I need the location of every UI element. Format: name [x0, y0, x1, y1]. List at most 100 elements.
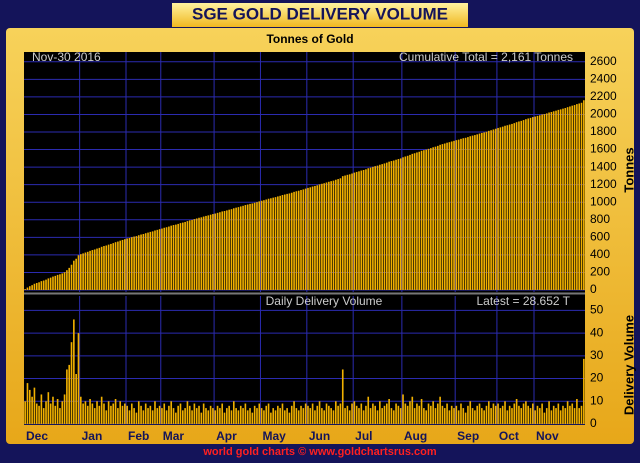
cumulative-bar [221, 211, 224, 290]
daily-bar [124, 403, 126, 424]
daily-bar [212, 408, 214, 424]
daily-bar [481, 408, 483, 424]
daily-bar [446, 403, 448, 424]
daily-bar [103, 403, 105, 424]
cumulative-bar [418, 151, 421, 290]
daily-bar [205, 408, 207, 424]
cumulative-bar [513, 123, 516, 290]
cumulative-bar [501, 126, 504, 290]
cumulative-bar [73, 260, 75, 290]
cumulative-bar [165, 227, 168, 290]
cumulative-bar [230, 209, 233, 290]
cumulative-bar [457, 139, 460, 290]
daily-bar [469, 401, 472, 424]
cumulative-bar [548, 112, 550, 290]
cumulative-bar [237, 207, 240, 290]
daily-bar [82, 403, 84, 424]
daily-bar [66, 369, 68, 424]
cumulative-bar [383, 163, 386, 290]
daily-bar [93, 408, 96, 424]
daily-bar [258, 403, 261, 424]
cumulative-bar [124, 239, 126, 290]
daily-bar [508, 405, 511, 424]
daily-bar [344, 408, 346, 424]
cumulative-bar [443, 143, 446, 290]
y2-tick-label: 10 [590, 393, 604, 407]
cumulative-bar [232, 208, 235, 290]
daily-bar [144, 403, 147, 424]
daily-bar [302, 408, 305, 424]
daily-bar [133, 408, 135, 424]
y-tick-label: 2400 [590, 72, 617, 86]
daily-bar [316, 405, 319, 424]
daily-bar [149, 405, 152, 424]
daily-bar [420, 399, 423, 424]
cumulative-bar [506, 125, 509, 290]
daily-bar [436, 403, 439, 424]
cumulative-bar [68, 267, 71, 290]
cumulative-bar [59, 274, 61, 290]
cumulative-bar [434, 146, 437, 290]
cumulative-bar [56, 274, 59, 290]
cumulative-bar [529, 117, 532, 291]
cumulative-bar [38, 282, 40, 290]
daily-bar [114, 399, 117, 424]
cumulative-bar [214, 213, 217, 290]
cumulative-bar [181, 222, 184, 290]
daily-bar [112, 403, 115, 424]
daily-bar [385, 403, 388, 424]
cumulative-bar [265, 199, 268, 290]
daily-bar [566, 401, 569, 424]
y2-tick-label: 0 [590, 416, 597, 430]
cumulative-bar [413, 153, 416, 290]
cumulative-bar [525, 119, 527, 290]
cumulative-bar [536, 115, 539, 290]
daily-bar [478, 403, 481, 424]
daily-bar [573, 408, 576, 424]
cumulative-bar [117, 241, 119, 290]
x-tick-label: Jun [309, 429, 330, 443]
cumulative-bar [508, 124, 511, 291]
cumulative-bar [328, 181, 330, 290]
daily-bar [75, 374, 77, 424]
y-tick-label: 800 [590, 212, 610, 226]
daily-bar [353, 401, 356, 424]
daily-bar [304, 403, 307, 424]
daily-bar [277, 405, 279, 424]
daily-bar [137, 401, 140, 424]
cumulative-label: Cumulative Total = 2,161 Tonnes [399, 50, 573, 64]
cumulative-bar [487, 130, 490, 290]
cumulative-bar [455, 140, 458, 290]
daily-bar [506, 410, 509, 424]
cumulative-bar [239, 206, 242, 290]
daily-bar [184, 408, 186, 424]
daily-bar [177, 405, 179, 424]
daily-bar [96, 401, 98, 424]
x-tick-label: Oct [499, 429, 519, 443]
daily-bar [126, 405, 128, 424]
daily-bar [409, 401, 411, 424]
cumulative-bar [103, 246, 105, 290]
cumulative-bar [302, 189, 305, 290]
daily-bar [63, 394, 66, 424]
cumulative-bar [82, 253, 84, 290]
daily-bar [416, 403, 418, 424]
cumulative-bar [77, 255, 80, 290]
daily-bar [28, 389, 31, 424]
cumulative-bar [453, 140, 455, 290]
cumulative-bar [170, 225, 173, 290]
daily-bar [232, 401, 235, 424]
cumulative-bar [571, 105, 574, 291]
cumulative-bar [483, 132, 485, 290]
cumulative-bar [395, 159, 397, 290]
daily-bar [578, 408, 581, 424]
cumulative-bar [362, 170, 365, 290]
daily-bar [434, 408, 437, 424]
daily-bar [89, 399, 91, 424]
daily-bar [49, 403, 52, 424]
cumulative-bar [195, 218, 198, 290]
daily-bar [267, 403, 270, 424]
cumulative-bar [562, 108, 564, 290]
daily-bar [330, 408, 332, 424]
